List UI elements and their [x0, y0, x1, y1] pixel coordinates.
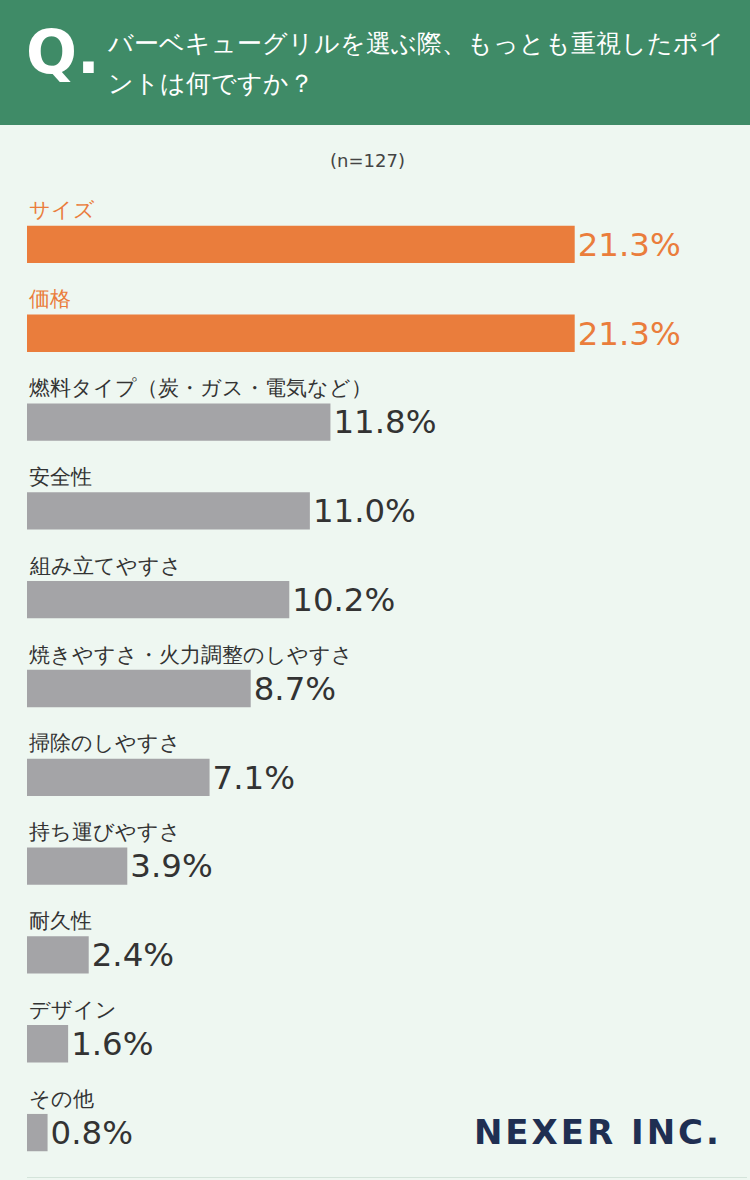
html-text:(n=127): (n=127): [330, 150, 405, 171]
svg-text:10.2%: 10.2%: [292, 581, 395, 619]
svg-text:燃料タイプ（炭・ガス・電気など）: 燃料タイプ（炭・ガス・電気など）: [29, 376, 372, 400]
svg-text:7.1%: 7.1%: [213, 759, 295, 797]
svg-text:掃除のしやすさ: 掃除のしやすさ: [29, 731, 181, 755]
svg-text:21.3%: 21.3%: [578, 226, 681, 264]
svg-text:組み立てやすさ: 組み立てやすさ: [29, 554, 182, 578]
svg-text:11.0%: 11.0%: [313, 492, 416, 530]
svg-text:21.3%: 21.3%: [578, 315, 681, 353]
svg-text:デザイン: デザイン: [29, 998, 117, 1022]
svg-text:その他: その他: [29, 1087, 94, 1111]
svg-text:焼きやすさ・火力調整のしやすさ: 焼きやすさ・火力調整のしやすさ: [29, 643, 353, 667]
html-text:Q.: Q.: [26, 17, 100, 87]
svg-text:1.6%: 1.6%: [71, 1025, 153, 1063]
html-text:バーベキューグリルを選ぶ際、もっとも重視したポイントは何です: バーベキューグリルを選ぶ際、もっとも重視したポイントは何ですか？: [108, 29, 725, 98]
svg-text:耐久性: 耐久性: [29, 909, 92, 933]
svg-text:11.8%: 11.8%: [333, 403, 436, 441]
svg-text:サイズ: サイズ: [29, 198, 95, 222]
svg-text:8.7%: 8.7%: [254, 670, 336, 708]
html-text:NEXER INC.: NEXER INC.: [473, 1112, 722, 1152]
svg-text:0.8%: 0.8%: [51, 1114, 133, 1152]
svg-text:価格: 価格: [29, 287, 71, 311]
svg-text:3.9%: 3.9%: [130, 847, 212, 885]
svg-text:2.4%: 2.4%: [92, 936, 174, 974]
svg-text:持ち運びやすさ: 持ち運びやすさ: [29, 820, 181, 844]
svg-text:安全性: 安全性: [29, 465, 92, 489]
